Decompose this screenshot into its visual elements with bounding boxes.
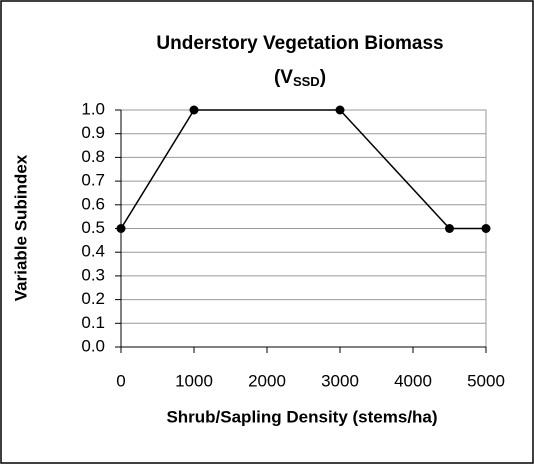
subtitle-part: )	[320, 67, 326, 88]
y-tick-label: 0.7	[81, 171, 105, 190]
y-tick-label: 0.2	[81, 289, 105, 308]
y-tick-label: 0.5	[81, 218, 105, 237]
y-tick-label: 1.0	[81, 99, 105, 118]
point	[445, 224, 454, 233]
x-tick-label: 1000	[175, 371, 213, 390]
y-tick-label: 0.1	[81, 313, 105, 332]
y-tick-label: 0.8	[81, 147, 105, 166]
x-axis-title: Shrub/Sapling Density (stems/ha)	[166, 407, 437, 426]
subtitle-part: (V	[274, 67, 293, 88]
x-tick-label: 2000	[248, 371, 286, 390]
y-tick-label: 0.3	[81, 265, 105, 284]
y-tick-label: 0.9	[81, 123, 105, 142]
point	[116, 224, 126, 233]
x-tick-label: 3000	[321, 371, 359, 390]
y-axis-title: Variable Subindex	[11, 154, 30, 301]
x-tick-label: 5000	[467, 371, 505, 390]
chart-title: Understory Vegetation Biomass	[156, 33, 443, 54]
point	[189, 105, 199, 115]
point	[335, 105, 345, 115]
subtitle-subscript: SSD	[293, 74, 320, 89]
chart-subtitle: (VSSD)	[274, 67, 326, 89]
x-tick-label: 0	[116, 371, 125, 390]
y-tick-label: 0.0	[81, 336, 105, 355]
point	[481, 224, 491, 233]
y-tick-label: 0.4	[81, 242, 105, 261]
y-tick-label: 0.6	[81, 194, 105, 213]
x-tick-label: 4000	[394, 371, 432, 390]
